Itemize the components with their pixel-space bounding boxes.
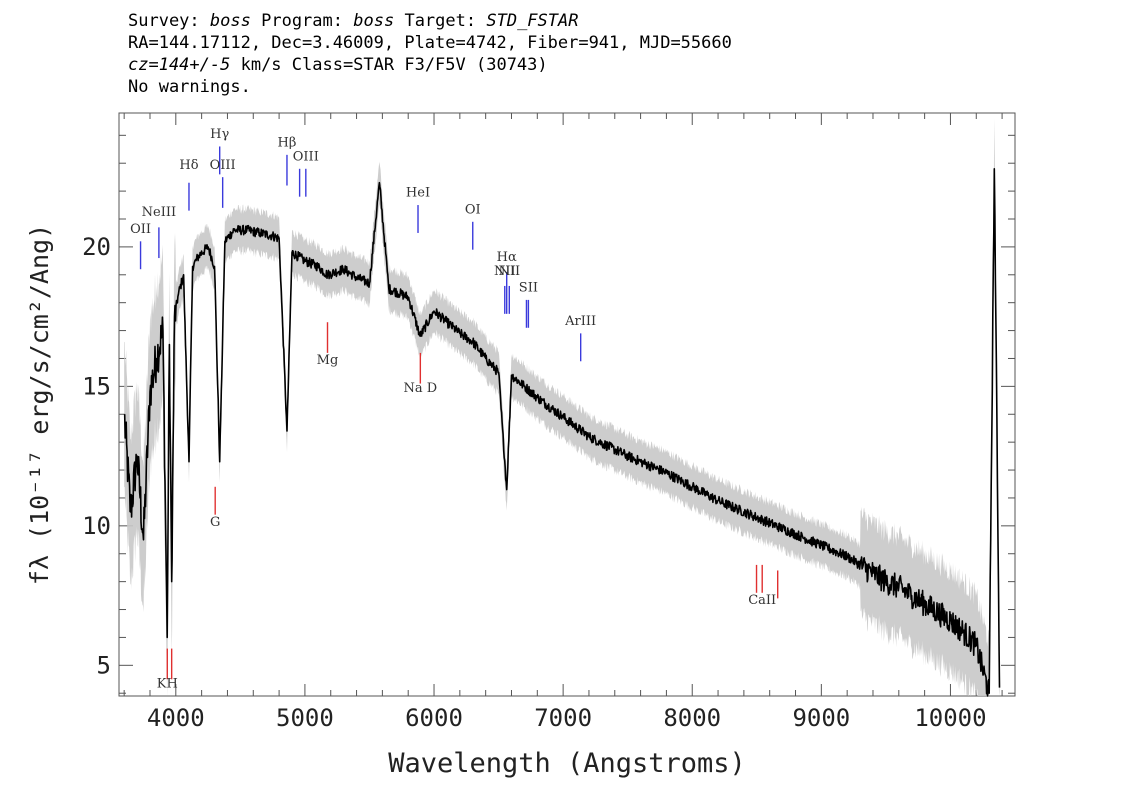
program-value: boss [353, 11, 395, 31]
emission-line-label: NeIII [142, 205, 176, 220]
header-line-survey: Survey: boss Program: boss Target: STD_F… [128, 10, 732, 32]
error-band-area [124, 118, 1000, 697]
survey-label: Survey: [128, 11, 200, 31]
survey-value: boss [209, 11, 251, 31]
header-line-redshift: cz=144+/-5 km/s Class=STAR F3/F5V (30743… [128, 54, 732, 76]
header-line-warnings: No warnings. [128, 77, 251, 97]
axis-ticks: 4000 5000 6000 7000 8000 9000 10000 5 10 15 20 [82, 113, 1015, 732]
emission-line-label: OIII [293, 149, 319, 164]
emission-line-label: HeI [406, 186, 430, 201]
target-value: STD_FSTAR [486, 11, 579, 31]
plot-frame [118, 112, 1016, 697]
x-tick-label: 10000 [914, 704, 986, 732]
program-label: Program: [261, 11, 343, 31]
spectrum-line [123, 168, 1001, 697]
emission-line-label: Hβ [278, 135, 297, 150]
emission-line-label: OII [130, 222, 151, 237]
error-band [124, 118, 1000, 697]
x-tick-label: 7000 [534, 704, 592, 732]
y-tick-label: 20 [82, 233, 111, 261]
spectrum-header: Survey: boss Program: boss Target: STD_F… [128, 10, 732, 98]
header-line-coordinates: RA=144.17112, Dec=3.46009, Plate=4742, F… [128, 33, 732, 53]
absorption-line-label: Na D [403, 381, 437, 396]
y-tick-label: 15 [82, 372, 111, 400]
x-tick-label: 8000 [663, 704, 721, 732]
emission-line-label: Hα [497, 250, 517, 265]
absorption-line-label: Mg [317, 353, 339, 368]
line-markers: OIINeIIIHδHγOIIIHβOIIIHeIOINIIHαNIISIIAr… [130, 127, 779, 692]
absorption-line-label: CaII [748, 593, 776, 608]
emission-line-label: Hγ [210, 127, 229, 142]
y-tick-label: 10 [82, 512, 111, 540]
x-tick-label: 6000 [405, 704, 463, 732]
x-tick-label: 4000 [147, 704, 205, 732]
spectrum-series [123, 168, 1001, 697]
target-label: Target: [404, 11, 477, 31]
emission-line-label: NII [494, 264, 516, 279]
x-axis-title: Wavelength (Angstroms) [388, 748, 746, 779]
emission-line-label: Hδ [179, 158, 198, 173]
x-tick-label: 5000 [276, 704, 334, 732]
y-tick-label: 5 [97, 651, 111, 679]
y-axis-title: fλ (10⁻¹⁷ erg/s/cm²/Ang) [25, 224, 54, 585]
emission-line-label: OI [465, 202, 481, 217]
emission-line-label: SII [519, 281, 538, 296]
absorption-line-label: G [210, 515, 220, 530]
emission-line-label: OIII [210, 158, 236, 173]
absorption-line-label: KH [157, 677, 178, 692]
emission-line-label: ArIII [564, 314, 596, 329]
redshift-value: cz=144+/-5 [128, 55, 231, 75]
emission-line-label: NII [498, 264, 520, 279]
class-text: km/s Class=STAR F3/F5V (30743) [230, 55, 548, 75]
x-tick-label: 9000 [792, 704, 850, 732]
